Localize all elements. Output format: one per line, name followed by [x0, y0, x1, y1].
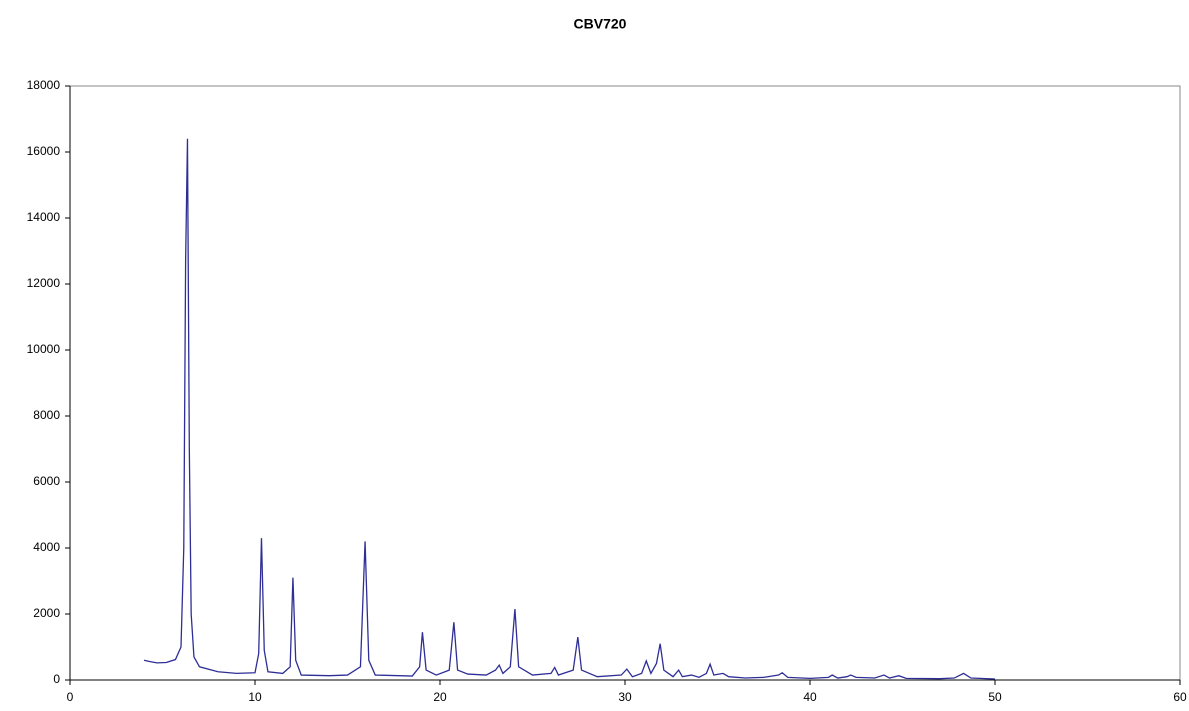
x-tick-label: 40 — [803, 690, 817, 704]
chart-title: CBV720 — [574, 16, 627, 32]
y-tick-label: 12000 — [27, 276, 61, 290]
y-tick-label: 10000 — [27, 342, 61, 356]
x-tick-label: 20 — [433, 690, 447, 704]
y-tick-label: 2000 — [33, 606, 60, 620]
y-tick-label: 14000 — [27, 210, 61, 224]
data-line — [143, 138, 996, 680]
x-tick-label: 60 — [1173, 690, 1187, 704]
y-tick-label: 0 — [53, 672, 60, 686]
y-tick-label: 4000 — [33, 540, 60, 554]
y-tick-label: 16000 — [27, 144, 61, 158]
x-tick-label: 10 — [248, 690, 262, 704]
plot-frame — [69, 85, 1181, 681]
y-tick-label: 18000 — [27, 78, 61, 92]
x-tick-label: 50 — [988, 690, 1002, 704]
x-tick-label: 30 — [618, 690, 632, 704]
y-tick-label: 8000 — [33, 408, 60, 422]
y-tick-label: 6000 — [33, 474, 60, 488]
x-tick-label: 0 — [67, 690, 74, 704]
